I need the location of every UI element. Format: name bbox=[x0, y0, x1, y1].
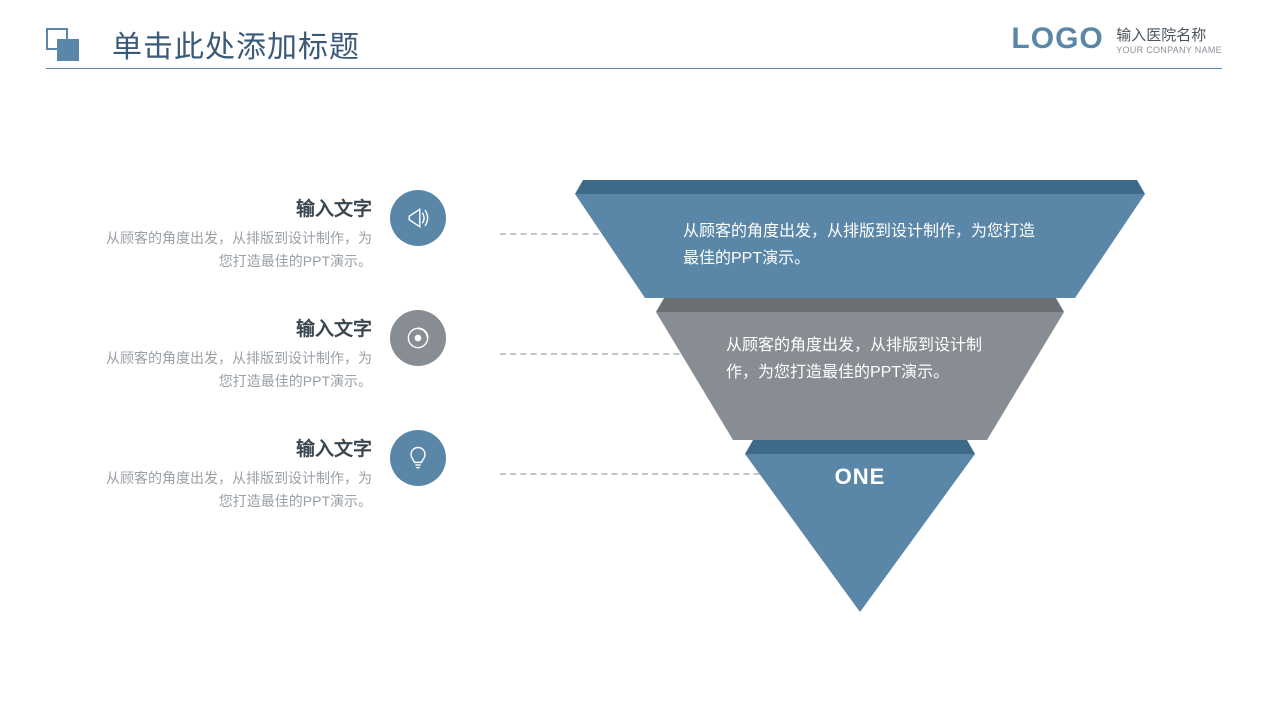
list-item-title: 输入文字 bbox=[100, 194, 372, 221]
company-name-cn: 输入医院名称 bbox=[1116, 24, 1222, 45]
megaphone-icon bbox=[390, 190, 446, 246]
list-item: 输入文字 从顾客的角度出发，从排版到设计制作，为您打造最佳的PPT演示。 bbox=[100, 188, 490, 308]
funnel-layer-text: 从顾客的角度出发，从排版到设计制作，为您打造最佳的PPT演示。 bbox=[683, 218, 1043, 272]
logo-block: LOGO 输入医院名称 YOUR CONPANY NAME bbox=[1011, 22, 1222, 56]
list-item-title: 输入文字 bbox=[100, 314, 372, 341]
disc-icon bbox=[390, 310, 446, 366]
list-item-text: 输入文字 从顾客的角度出发，从排版到设计制作，为您打造最佳的PPT演示。 bbox=[100, 188, 390, 273]
company-name-en: YOUR CONPANY NAME bbox=[1116, 45, 1222, 55]
funnel-layer-edge bbox=[656, 298, 1064, 312]
list-item: 输入文字 从顾客的角度出发，从排版到设计制作，为您打造最佳的PPT演示。 bbox=[100, 308, 490, 428]
list-item-desc: 从顾客的角度出发，从排版到设计制作，为您打造最佳的PPT演示。 bbox=[100, 227, 372, 273]
list-item-text: 输入文字 从顾客的角度出发，从排版到设计制作，为您打造最佳的PPT演示。 bbox=[100, 428, 390, 513]
funnel-layer: 从顾客的角度出发，从排版到设计制作，为您打造最佳的PPT演示。 bbox=[656, 298, 1064, 440]
page-title: 单击此处添加标题 bbox=[112, 22, 360, 66]
funnel-layer: ONE bbox=[745, 440, 975, 612]
logo-text: LOGO bbox=[1011, 22, 1103, 56]
funnel-layer: 从顾客的角度出发，从排版到设计制作，为您打造最佳的PPT演示。 bbox=[575, 180, 1145, 298]
funnel-layer-edge bbox=[575, 180, 1145, 194]
deco-square-fill bbox=[57, 39, 79, 61]
bulb-icon bbox=[390, 430, 446, 486]
logo-subtitle: 输入医院名称 YOUR CONPANY NAME bbox=[1116, 24, 1222, 55]
funnel-layer-text: 从顾客的角度出发，从排版到设计制作，为您打造最佳的PPT演示。 bbox=[726, 332, 986, 386]
list-item: 输入文字 从顾客的角度出发，从排版到设计制作，为您打造最佳的PPT演示。 bbox=[100, 428, 490, 548]
list-item-title: 输入文字 bbox=[100, 434, 372, 461]
list-item-desc: 从顾客的角度出发，从排版到设计制作，为您打造最佳的PPT演示。 bbox=[100, 347, 372, 393]
list-item-desc: 从顾客的角度出发，从排版到设计制作，为您打造最佳的PPT演示。 bbox=[100, 467, 372, 513]
list-item-text: 输入文字 从顾客的角度出发，从排版到设计制作，为您打造最佳的PPT演示。 bbox=[100, 308, 390, 393]
funnel-layer-edge bbox=[745, 440, 975, 454]
header-divider bbox=[46, 68, 1222, 69]
funnel-layer-label: ONE bbox=[835, 464, 886, 490]
feature-list: 输入文字 从顾客的角度出发，从排版到设计制作，为您打造最佳的PPT演示。 输入文… bbox=[100, 188, 490, 548]
funnel-diagram: 从顾客的角度出发，从排版到设计制作，为您打造最佳的PPT演示。从顾客的角度出发，… bbox=[560, 180, 1160, 612]
